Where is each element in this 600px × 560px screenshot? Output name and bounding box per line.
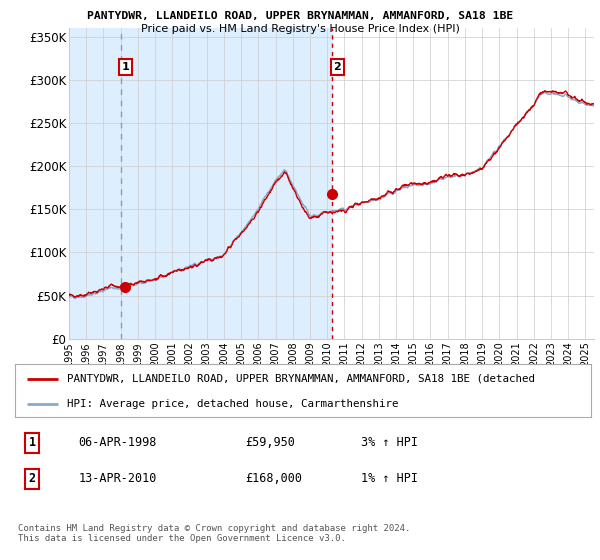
Text: 06-APR-1998: 06-APR-1998 — [79, 436, 157, 449]
Text: 2: 2 — [29, 473, 36, 486]
Text: HPI: Average price, detached house, Carmarthenshire: HPI: Average price, detached house, Carm… — [67, 399, 398, 409]
Text: £59,950: £59,950 — [245, 436, 295, 449]
Text: Contains HM Land Registry data © Crown copyright and database right 2024.
This d: Contains HM Land Registry data © Crown c… — [18, 524, 410, 543]
Text: PANTYDWR, LLANDEILO ROAD, UPPER BRYNAMMAN, AMMANFORD, SA18 1BE (detached: PANTYDWR, LLANDEILO ROAD, UPPER BRYNAMMA… — [67, 374, 535, 384]
Text: 2: 2 — [334, 62, 341, 72]
Text: £168,000: £168,000 — [245, 473, 302, 486]
Text: PANTYDWR, LLANDEILO ROAD, UPPER BRYNAMMAN, AMMANFORD, SA18 1BE: PANTYDWR, LLANDEILO ROAD, UPPER BRYNAMMA… — [87, 11, 513, 21]
Text: 1% ↑ HPI: 1% ↑ HPI — [361, 473, 418, 486]
Bar — [69, 28, 332, 339]
Text: Price paid vs. HM Land Registry's House Price Index (HPI): Price paid vs. HM Land Registry's House … — [140, 24, 460, 34]
Text: 13-APR-2010: 13-APR-2010 — [79, 473, 157, 486]
Text: 1: 1 — [122, 62, 130, 72]
Text: 3% ↑ HPI: 3% ↑ HPI — [361, 436, 418, 449]
Text: 1: 1 — [29, 436, 36, 449]
